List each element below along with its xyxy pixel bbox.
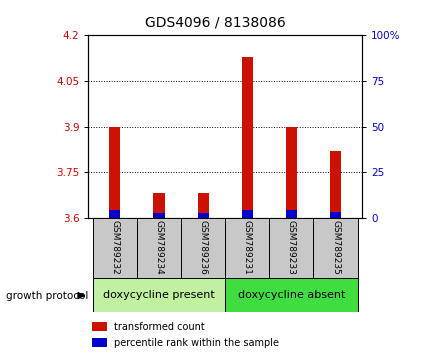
Text: GSM789235: GSM789235 <box>330 220 339 275</box>
Text: GSM789236: GSM789236 <box>198 220 207 275</box>
Text: GSM789232: GSM789232 <box>110 221 119 275</box>
Text: transformed count: transformed count <box>114 322 204 332</box>
Bar <box>181 218 225 278</box>
Bar <box>153 213 164 218</box>
Text: doxycycline present: doxycycline present <box>103 290 215 300</box>
Bar <box>92 322 107 331</box>
Text: GSM789231: GSM789231 <box>242 220 251 275</box>
Text: GDS4096 / 8138086: GDS4096 / 8138086 <box>145 16 285 30</box>
Bar <box>137 218 181 278</box>
Bar <box>329 151 340 218</box>
Bar <box>92 218 137 278</box>
Bar <box>109 127 120 218</box>
Bar <box>241 57 252 218</box>
Bar <box>269 218 313 278</box>
Bar <box>153 193 164 218</box>
Bar <box>285 210 296 218</box>
Text: doxycycline absent: doxycycline absent <box>237 290 344 300</box>
Text: GSM789233: GSM789233 <box>286 220 295 275</box>
Bar <box>92 278 225 312</box>
Bar <box>241 210 252 218</box>
Text: percentile rank within the sample: percentile rank within the sample <box>114 338 278 348</box>
Text: GSM789234: GSM789234 <box>154 221 163 275</box>
Bar <box>225 278 357 312</box>
Bar <box>92 338 107 347</box>
Bar <box>329 212 340 218</box>
Bar <box>109 210 120 218</box>
Bar <box>197 213 208 218</box>
Bar <box>313 218 357 278</box>
Bar <box>197 193 208 218</box>
Bar <box>285 127 296 218</box>
Text: growth protocol: growth protocol <box>6 291 89 301</box>
Bar <box>225 218 269 278</box>
